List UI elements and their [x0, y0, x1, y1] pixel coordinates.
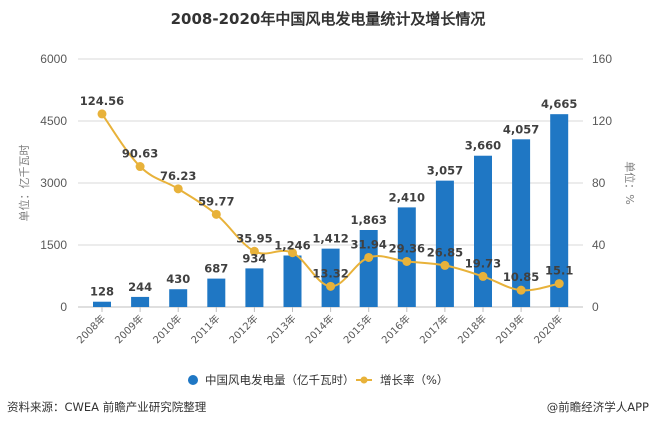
bar: [512, 139, 531, 307]
line-series: [97, 109, 564, 295]
line-point: [364, 252, 374, 262]
left-tick-label: 0: [60, 300, 67, 314]
right-axis-ticks: 0 40 80 120 160: [592, 52, 612, 314]
legend-bar-marker: [188, 375, 198, 385]
line-value-label: 35.95: [236, 231, 272, 245]
line-point: [97, 109, 107, 119]
x-tick-label: 2016年: [379, 312, 413, 346]
right-tick-label: 40: [592, 238, 606, 252]
bar: [550, 114, 569, 308]
left-tick-label: 3000: [40, 176, 67, 190]
bar: [169, 289, 188, 307]
line-point: [516, 285, 526, 295]
bar-value-label: 2,410: [389, 190, 425, 204]
legend-line-label: 增长率（%）: [380, 373, 448, 387]
line-value-label: 19.73: [465, 256, 501, 270]
gridlines: [78, 58, 583, 308]
bar-value-label: 934: [242, 251, 266, 265]
line-point: [478, 271, 488, 281]
line-point: [554, 279, 564, 289]
bar-value-label: 3,057: [427, 164, 463, 178]
bar-labels: 128 244 430 687 934 1,246 1,4121,8632,4103,057…: [90, 97, 577, 299]
bar-value-label: 3,660: [465, 139, 501, 153]
left-axis-title: 单位：亿千瓦时: [17, 145, 31, 222]
chart: 2008-2020年中国风电发电量统计及增长情况 0 1500 3000 4500 60…: [17, 10, 637, 387]
x-tick-label: 2011年: [188, 312, 222, 346]
x-tick-label: 2017年: [417, 312, 451, 346]
line-value-label: 13.32: [312, 266, 348, 280]
left-tick-label: 4500: [40, 114, 67, 128]
bar-value-label: 687: [204, 262, 228, 276]
line-value-label: 15.1: [545, 264, 573, 278]
credit-note: @前瞻经济学人APP: [546, 400, 649, 414]
right-tick-label: 0: [592, 300, 599, 314]
line-value-label: 26.85: [427, 245, 463, 259]
legend: 中国风电发电量（亿千瓦时） 增长率（%）: [188, 373, 448, 387]
bar-value-label: 430: [166, 272, 190, 286]
right-tick-label: 160: [592, 52, 612, 66]
x-axis: 2008年 2009年 2010年 2011年 2012年 2013年 2014年 2015年…: [74, 307, 565, 346]
line-value-label: 124.56: [80, 94, 124, 108]
line-point: [249, 246, 259, 256]
chart-title: 2008-2020年中国风电发电量统计及增长情况: [171, 10, 486, 28]
x-tick-label: 2015年: [341, 312, 375, 346]
bar-value-label: 128: [90, 285, 114, 299]
line-point: [173, 184, 183, 194]
x-tick-label: 2008年: [74, 312, 108, 346]
left-tick-label: 6000: [40, 52, 67, 66]
bar: [435, 180, 454, 307]
bar: [207, 278, 226, 307]
line-point: [440, 260, 450, 270]
line-point: [135, 162, 145, 172]
line-value-label: 76.23: [160, 169, 196, 183]
bar-value-label: 1,246: [274, 238, 310, 252]
right-tick-label: 80: [592, 176, 606, 190]
x-tick-label: 2012年: [226, 312, 260, 346]
bar-series: [93, 114, 569, 308]
bar: [131, 296, 150, 307]
bar-value-label: 244: [128, 280, 152, 294]
line-value-label: 90.63: [122, 147, 158, 161]
legend-bar-label: 中国风电发电量（亿千瓦时）: [205, 373, 355, 387]
line-point: [211, 209, 221, 219]
right-axis-title: 单位：%: [623, 161, 637, 204]
bar: [474, 155, 492, 307]
line-point: [288, 248, 297, 258]
bar: [245, 268, 264, 307]
line-value-label: 59.77: [198, 194, 234, 208]
x-tick-label: 2013年: [264, 312, 298, 346]
left-axis-ticks: 0 1500 3000 4500 6000: [40, 52, 67, 314]
x-tick-label: 2014年: [302, 312, 336, 346]
line-value-label: 31.94: [351, 237, 387, 251]
x-tick-label: 2010年: [150, 312, 184, 346]
bar-value-label: 4,057: [503, 122, 539, 136]
line-value-label: 29.36: [389, 241, 425, 255]
left-tick-label: 1500: [40, 238, 67, 252]
legend-line-dot: [360, 376, 368, 384]
bar-value-label: 4,665: [541, 97, 577, 111]
bar: [359, 229, 378, 307]
bar-value-label: 1,412: [312, 232, 348, 246]
x-tick-label: 2009年: [112, 312, 146, 346]
bar: [93, 301, 111, 307]
x-tick-label: 2020年: [531, 312, 565, 346]
bar-value-label: 1,863: [351, 213, 387, 227]
bar: [321, 248, 340, 307]
line-value-label: 10.85: [503, 270, 539, 284]
line-point: [402, 256, 412, 266]
line-point: [326, 281, 336, 291]
source-note: 资料来源：CWEA 前瞻产业研究院整理: [7, 400, 207, 414]
right-tick-label: 120: [592, 114, 612, 128]
bar: [283, 255, 302, 307]
x-tick-label: 2018年: [455, 312, 489, 346]
x-tick-label: 2019年: [493, 312, 527, 346]
